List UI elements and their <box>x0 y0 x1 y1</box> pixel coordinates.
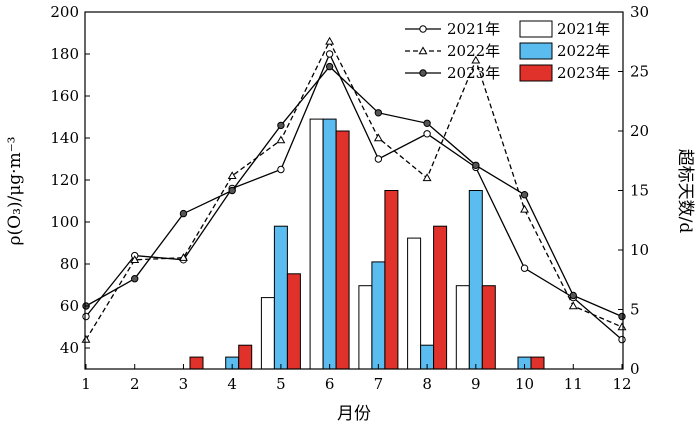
bar-3-month-5 <box>286 273 301 370</box>
bar-1-month-5 <box>260 297 275 370</box>
x-tick-label-1: 1 <box>81 375 91 393</box>
x-tick-label-11: 11 <box>564 375 583 393</box>
bar-2-month-5 <box>273 225 288 370</box>
line-3-point-month-2 <box>131 275 139 283</box>
y-right-tick-label-25: 25 <box>630 63 649 81</box>
line-3-point-month-8 <box>423 119 431 128</box>
legend-bar-label-1: 2021年 <box>557 20 610 38</box>
line-2-point-month-2 <box>130 255 140 263</box>
x-tick-label-7: 7 <box>374 375 384 393</box>
y-left-tick-label-80: 80 <box>60 255 79 273</box>
x-tick-label-8: 8 <box>422 375 432 393</box>
line-3-point-month-6 <box>325 62 334 71</box>
y-left-tick-label-60: 60 <box>60 297 79 315</box>
line-1-point-month-1 <box>82 312 90 321</box>
legend-line-label-1: 2021年 <box>447 20 500 38</box>
line-2-point-month-6 <box>325 36 335 45</box>
legend-bar-swatch-2 <box>519 42 553 60</box>
line-2-point-month-12 <box>617 322 627 331</box>
line-series-1 <box>85 52 623 341</box>
line-3-point-month-3 <box>179 209 188 218</box>
bar-3-month-7 <box>384 190 399 370</box>
y-left-tick-label-160: 160 <box>50 87 79 105</box>
line-1-point-month-5 <box>277 165 285 174</box>
line-1-point-month-12 <box>618 335 626 344</box>
line-2-point-month-3 <box>178 253 188 261</box>
y-right-tick-label-20: 20 <box>630 122 649 140</box>
x-tick-label-12: 12 <box>612 375 631 393</box>
line-1-point-month-10 <box>520 264 529 272</box>
bar-3-month-9 <box>481 285 496 370</box>
line-2-point-month-9 <box>471 55 481 64</box>
legend: 2021年 2022年 2023年 2021年 2022年 2023年 <box>405 20 610 82</box>
line-series-2 <box>85 39 623 340</box>
ticks-layer: 1 2 3 4 5 6 7 8 9 10 11 124060801001201401601802000… <box>50 3 649 393</box>
line-3-point-month-7 <box>374 109 383 117</box>
legend-line-label-3: 2023年 <box>447 64 500 82</box>
bar-3-month-6 <box>335 130 350 370</box>
x-axis-title: 月份 <box>337 404 371 424</box>
y-right-tick-label-10: 10 <box>630 241 649 259</box>
bar-1-month-9 <box>455 285 470 370</box>
line-2-point-month-11 <box>568 301 578 310</box>
line-2-point-month-1 <box>81 334 91 343</box>
bar-2-month-7 <box>371 261 386 370</box>
line-3-point-month-10 <box>520 191 529 199</box>
y-right-tick-label-0: 0 <box>630 360 640 378</box>
y-left-tick-label-200: 200 <box>50 3 79 21</box>
y-left-tick-label-100: 100 <box>50 213 79 231</box>
y-right-tick-label-30: 30 <box>630 3 649 21</box>
bar-1-month-8 <box>407 237 422 370</box>
y-axis-right-title: 超标天数/d <box>675 149 695 234</box>
y-axis-left-title: ρ(O₃)/μg·m⁻³ <box>5 137 25 246</box>
bar-2-month-9 <box>468 190 483 370</box>
line-2-point-month-8 <box>422 173 432 182</box>
bar-3-month-10 <box>530 356 545 370</box>
x-tick-label-9: 9 <box>471 375 481 393</box>
line-3-point-month-11 <box>569 291 577 300</box>
bar-3-month-4 <box>238 344 253 370</box>
bar-3-month-3 <box>189 356 204 370</box>
line-3-point-month-5 <box>277 121 285 130</box>
y-left-tick-label-180: 180 <box>50 45 79 63</box>
line-series-3 <box>85 65 623 318</box>
line-3-point-month-12 <box>618 312 626 321</box>
x-tick-label-10: 10 <box>515 375 534 393</box>
legend-line-marker-3 <box>419 69 427 77</box>
line-2-point-month-7 <box>373 133 383 142</box>
y-right-tick-label-15: 15 <box>630 182 649 200</box>
legend-line-marker-2 <box>418 46 428 55</box>
x-tick-label-3: 3 <box>179 375 189 393</box>
bar-3-month-8 <box>433 225 448 370</box>
x-tick-label-6: 6 <box>325 375 335 393</box>
bar-1-month-6 <box>309 118 324 370</box>
x-tick-label-2: 2 <box>130 375 140 393</box>
line-2-point-month-4 <box>227 171 237 179</box>
bar-2-month-6 <box>322 118 337 370</box>
lines-layer <box>81 36 627 344</box>
bar-1-month-7 <box>358 285 373 370</box>
legend-bar-label-2: 2022年 <box>557 42 610 60</box>
line-1-point-month-7 <box>374 155 383 163</box>
line-2-point-month-5 <box>276 135 286 144</box>
line-3-point-month-9 <box>472 161 480 170</box>
line-3-point-month-4 <box>228 186 236 195</box>
x-tick-label-5: 5 <box>276 375 286 393</box>
legend-line-marker-1 <box>419 25 427 33</box>
y-left-tick-label-40: 40 <box>60 339 79 357</box>
legend-bar-swatch-1 <box>519 20 553 38</box>
legend-line-label-2: 2022年 <box>447 42 500 60</box>
legend-bar-label-3: 2023年 <box>557 64 610 82</box>
line-1-point-month-6 <box>325 50 334 58</box>
bars-layer <box>189 118 545 370</box>
y-right-tick-label-5: 5 <box>630 301 640 319</box>
line-1-point-month-8 <box>423 130 431 138</box>
legend-bar-swatch-3 <box>519 64 553 82</box>
y-left-tick-label-120: 120 <box>50 171 79 189</box>
y-left-tick-label-140: 140 <box>50 129 79 147</box>
line-2-point-month-10 <box>520 204 530 213</box>
x-tick-label-4: 4 <box>227 375 237 393</box>
